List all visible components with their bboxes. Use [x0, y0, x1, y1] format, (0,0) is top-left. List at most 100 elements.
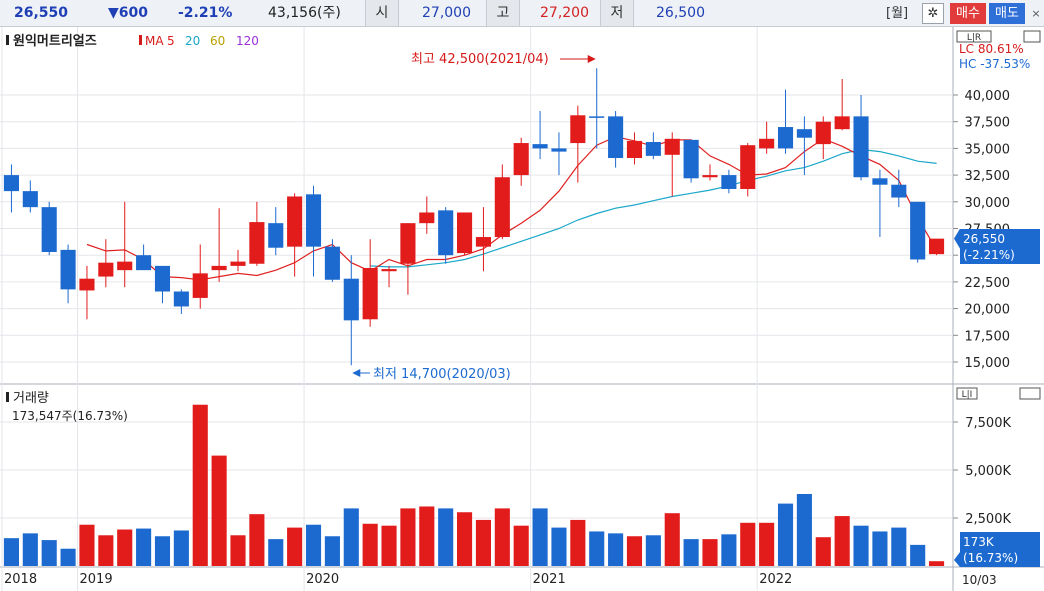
- volume-tick-label: 2,500K: [965, 512, 1011, 527]
- close-icon[interactable]: ×: [1031, 7, 1041, 20]
- candle-body: [173, 291, 189, 307]
- max-annotation: 최고 42,500(2021/04): [411, 52, 549, 67]
- candle-body: [287, 196, 303, 247]
- candle-body: [929, 238, 945, 255]
- candle-body: [532, 144, 548, 149]
- sell-button[interactable]: 매도: [989, 3, 1025, 24]
- volume-bar: [683, 539, 699, 566]
- volume-bar: [777, 503, 794, 566]
- volume-title: 거래량: [13, 391, 49, 406]
- volume-bar: [551, 527, 567, 566]
- price-tick-label: 35,000: [965, 142, 1011, 157]
- price-change-pct: -2.21%: [178, 5, 233, 21]
- candle-body: [362, 268, 378, 320]
- volume-bar: [608, 533, 624, 566]
- volume-bar: [324, 536, 340, 566]
- candle-body: [891, 184, 907, 198]
- last-date: 10/03: [962, 573, 997, 587]
- candle-body: [400, 223, 416, 264]
- hc-ratio: HC -37.53%: [959, 57, 1030, 71]
- volume-bar: [60, 548, 76, 566]
- volume-bar: [570, 519, 586, 566]
- panel-lr-icon[interactable]: [956, 30, 992, 43]
- candle-body: [475, 237, 491, 247]
- price-tick-label: 32,500: [965, 169, 1011, 184]
- ma20-line: [370, 148, 937, 268]
- ma5-line: [86, 136, 938, 281]
- candle-body: [136, 255, 152, 271]
- volume-panel-maximize-icon[interactable]: [1019, 387, 1041, 400]
- price-change: ▼600: [108, 5, 148, 21]
- x-tick-label: 2019: [80, 572, 113, 587]
- low-price: 26,500: [656, 5, 705, 21]
- open-label: 시: [365, 0, 399, 26]
- candle-body: [305, 194, 322, 247]
- volume-bar: [929, 561, 945, 566]
- candle-body: [589, 116, 605, 118]
- ma120-legend: 120: [236, 34, 259, 48]
- quote-bar: 26,550 ▼600 -2.21% 43,156(주) 시 27,000 고 …: [0, 0, 1044, 27]
- volume-legend-marker: [6, 392, 9, 402]
- x-tick-label: 2020: [306, 572, 339, 587]
- candle-body: [721, 175, 737, 189]
- candle-body: [740, 145, 756, 189]
- volume-bar: [3, 538, 19, 566]
- candle-body: [343, 278, 359, 321]
- volume-bar: [796, 494, 812, 566]
- grid: [0, 27, 953, 591]
- candle-body: [702, 175, 718, 178]
- x-tick-label: 2022: [759, 572, 792, 587]
- x-axis: 2018 2019 2020 2021 2022: [4, 572, 792, 587]
- volume-bar: [853, 525, 869, 566]
- volume-bar: [438, 508, 454, 566]
- price-tick-label: 15,000: [965, 356, 1011, 371]
- open-price: 27,000: [422, 5, 471, 21]
- panel-maximize-icon[interactable]: [1023, 30, 1041, 43]
- volume-bar: [910, 544, 926, 566]
- volume-bar: [117, 529, 133, 566]
- volume-bar: [589, 531, 605, 566]
- period-selector[interactable]: [월]: [886, 6, 909, 21]
- volume-tick-label: 5,000K: [965, 464, 1011, 479]
- volume-bar: [41, 540, 57, 566]
- moving-averages: [86, 136, 938, 281]
- max-arrowhead: [587, 55, 596, 63]
- candle-body: [230, 261, 246, 266]
- candle-body: [872, 178, 888, 185]
- volume-bar: [759, 522, 775, 566]
- candle-body: [910, 201, 926, 260]
- price-tick-label: 17,500: [965, 329, 1011, 344]
- price-tick-label: 30,000: [965, 196, 1011, 211]
- candle-body: [796, 129, 812, 138]
- settings-icon[interactable]: ✲: [922, 3, 944, 24]
- volume-bar: [79, 524, 95, 566]
- min-arrowhead: [352, 369, 361, 377]
- candle-body: [60, 249, 76, 290]
- volume-bar: [626, 536, 643, 566]
- volume-bar: [532, 508, 548, 566]
- candle-body: [815, 121, 831, 145]
- buy-button[interactable]: 매수: [950, 3, 986, 24]
- stock-chart[interactable]: 15,00017,50020,00022,50025,00027,50030,0…: [0, 27, 1044, 591]
- candle-body: [324, 246, 340, 280]
- candle-body: [117, 261, 133, 271]
- volume-bar: [173, 530, 189, 566]
- stock-name: 원익머트리얼즈: [13, 33, 97, 49]
- price-tick-label: 20,000: [965, 303, 1011, 318]
- ma-legend-marker: [139, 35, 142, 45]
- candle-body: [98, 262, 114, 277]
- price-tag-pct: (-2.21%): [963, 248, 1015, 262]
- volume-bar: [22, 533, 38, 566]
- candle-body: [570, 115, 586, 144]
- volume-tag-value: 173K: [963, 535, 995, 549]
- volume-bar: [834, 516, 850, 566]
- volume-bar: [211, 455, 227, 566]
- volume-bar: [475, 519, 491, 566]
- legend-marker: [6, 35, 9, 45]
- candle-body: [683, 139, 699, 179]
- volume-bar: [513, 525, 529, 566]
- ma5-legend: 5: [167, 34, 175, 48]
- candle-body: [268, 223, 284, 248]
- candles: [3, 68, 945, 366]
- volume-panel-icon[interactable]: [956, 387, 978, 400]
